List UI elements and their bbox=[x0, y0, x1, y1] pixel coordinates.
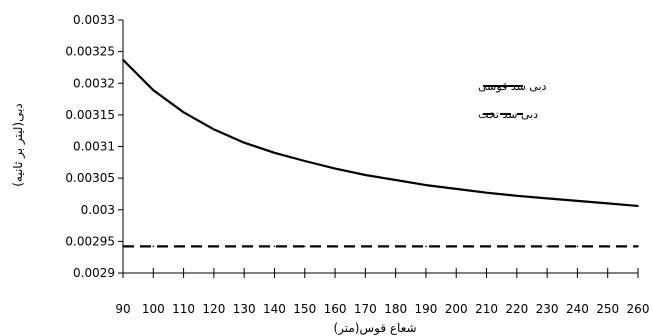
data-point bbox=[273, 245, 276, 248]
data-point bbox=[303, 245, 306, 248]
data-point bbox=[273, 152, 276, 154]
y-tick-label: 0.00295 bbox=[65, 234, 115, 248]
data-point bbox=[152, 245, 155, 248]
x-tick-label: 180 bbox=[384, 302, 407, 316]
y-tick-label: 0.00305 bbox=[65, 171, 115, 185]
y-tick-label: 0.00315 bbox=[65, 108, 115, 122]
x-tick-label: 110 bbox=[172, 302, 195, 316]
data-point bbox=[637, 205, 639, 207]
x-tick-label: 210 bbox=[475, 302, 498, 316]
data-point bbox=[182, 245, 185, 248]
legend: دبی سد قوسی دبی سد تخت bbox=[478, 80, 547, 121]
data-point bbox=[122, 59, 124, 61]
data-point bbox=[334, 245, 336, 248]
data-point bbox=[637, 245, 639, 248]
data-point bbox=[576, 245, 579, 248]
y-tick-label: 0.0031 bbox=[73, 140, 115, 154]
data-point bbox=[303, 160, 306, 162]
data-point bbox=[576, 200, 579, 202]
data-point bbox=[334, 167, 336, 170]
legend-label-flat: دبی سد تخت bbox=[478, 108, 538, 121]
x-tick-label: 100 bbox=[142, 302, 165, 316]
data-point bbox=[485, 245, 488, 248]
data-point bbox=[243, 141, 245, 144]
data-point bbox=[182, 111, 185, 114]
x-tick-label: 150 bbox=[293, 302, 316, 316]
x-tick-label: 190 bbox=[414, 302, 437, 316]
axes: 0.0029 0.00295 0.003 0.00305 0.0031 0.00315 0.… bbox=[65, 13, 649, 316]
y-tick-label: 0.0029 bbox=[73, 266, 115, 280]
x-tick-label: 130 bbox=[233, 302, 256, 316]
data-point bbox=[485, 191, 488, 194]
y-tick-label: 0.003 bbox=[81, 203, 115, 217]
data-point bbox=[425, 184, 427, 186]
legend-label-arch: دبی سد قوسی bbox=[478, 80, 547, 93]
data-point bbox=[213, 245, 215, 248]
x-tick-label: 240 bbox=[566, 302, 589, 316]
x-tick-label: 250 bbox=[596, 302, 619, 316]
data-point bbox=[243, 245, 245, 248]
data-point bbox=[122, 245, 124, 248]
y-tick-label: 0.0033 bbox=[73, 13, 115, 27]
data-point bbox=[606, 202, 609, 205]
data-point bbox=[213, 128, 215, 131]
x-tick-label: 160 bbox=[324, 302, 347, 316]
data-point bbox=[606, 245, 609, 248]
x-tick-label: 220 bbox=[505, 302, 528, 316]
y-tick-label: 0.0032 bbox=[73, 76, 115, 90]
x-axis-title: شعاع قوس(متر) bbox=[333, 321, 416, 336]
data-point bbox=[152, 89, 155, 92]
data-point bbox=[364, 174, 367, 176]
x-tick-label: 200 bbox=[445, 302, 468, 316]
x-tick-label: 140 bbox=[263, 302, 286, 316]
x-tick-label: 260 bbox=[627, 302, 650, 316]
data-point bbox=[364, 245, 367, 248]
data-point bbox=[546, 245, 548, 248]
data-point bbox=[394, 245, 397, 248]
x-tick-label: 120 bbox=[202, 302, 225, 316]
series-line-arch bbox=[122, 59, 639, 208]
x-tick-label: 170 bbox=[354, 302, 377, 316]
data-point bbox=[455, 245, 458, 248]
data-point bbox=[516, 245, 518, 248]
data-point bbox=[394, 179, 397, 181]
series-layer bbox=[122, 59, 639, 248]
data-point bbox=[516, 195, 518, 197]
data-point bbox=[546, 197, 548, 200]
data-point bbox=[455, 188, 458, 190]
x-tick-label: 90 bbox=[115, 302, 130, 316]
y-axis-title: دبی(لیتر بر ثانیه) bbox=[11, 103, 26, 187]
x-tick-label: 230 bbox=[536, 302, 559, 316]
data-point bbox=[425, 245, 427, 248]
y-tick-label: 0.00325 bbox=[65, 45, 115, 59]
